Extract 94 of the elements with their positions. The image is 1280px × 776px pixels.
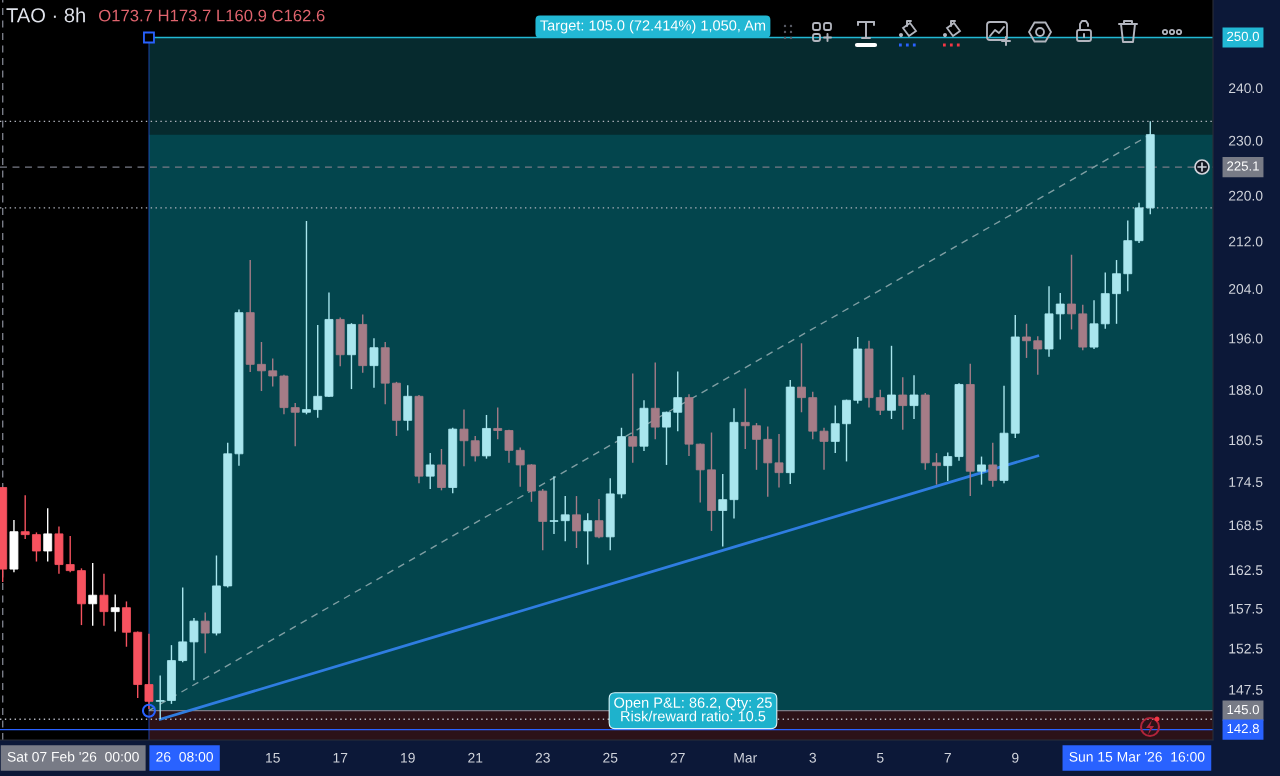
candlestick: [178, 586, 188, 663]
x-tick-label: 9: [1012, 752, 1019, 763]
candlestick: [65, 535, 75, 573]
candlestick: [797, 342, 806, 413]
x-tick-label: 7: [944, 753, 951, 763]
candlestick: [740, 387, 750, 450]
candlestick: [493, 406, 503, 441]
candlestick: [662, 410, 671, 466]
candlestick: [515, 446, 525, 488]
y-tick-label: 188.0: [1229, 385, 1263, 395]
candlestick: [572, 495, 581, 549]
candlestick: [909, 374, 919, 420]
candlestick: [583, 512, 593, 566]
y-tick-label: 147.5: [1229, 685, 1263, 695]
candlestick: [425, 452, 435, 490]
x-tick-label: 25: [603, 752, 618, 763]
ref-line-label: 142.8: [1227, 723, 1259, 734]
x-tick-label: 21: [468, 752, 483, 763]
candlestick: [268, 357, 278, 388]
candlestick: [1055, 292, 1065, 341]
ref-line-label: 145.0: [1227, 704, 1259, 715]
candlestick: [200, 611, 210, 654]
ref-line-label: 250.0: [1227, 31, 1259, 42]
candlestick: [752, 422, 761, 471]
candlestick: [977, 455, 986, 486]
y-tick-label: 240.0: [1228, 83, 1263, 94]
candlestick: [1112, 259, 1121, 325]
candlestick: [932, 452, 941, 486]
x-tick-label: Mar: [734, 753, 757, 763]
candlestick: [43, 507, 53, 563]
candlestick: [763, 425, 773, 498]
candlestick: [875, 389, 885, 416]
annotation: Open P&L: 86.2, Qty: 25 Risk/reward ratio: 10.5: [614, 697, 772, 722]
chart-title: TAO · 8h: [6, 7, 85, 23]
x-tick-label: 3: [809, 752, 816, 763]
candlestick: [842, 398, 851, 463]
candlestick: [673, 370, 683, 432]
candlestick: [819, 427, 829, 471]
candlestick: [470, 435, 480, 463]
y-tick-label: 180.5: [1229, 435, 1263, 446]
y-tick-label: 204.0: [1228, 284, 1263, 294]
candlestick: [898, 376, 908, 431]
candlestick: [155, 674, 165, 720]
candlestick: [144, 633, 154, 710]
candlestick: [718, 473, 728, 548]
candlestick: [887, 345, 896, 420]
candlestick: [32, 531, 41, 563]
y-tick-label: 174.5: [1229, 477, 1263, 487]
candlestick: [20, 494, 30, 540]
x-tick-label: 5: [876, 753, 884, 763]
candlestick: [628, 372, 638, 464]
y-tick-label: 168.5: [1229, 520, 1263, 531]
x-tick-label: 17: [333, 753, 348, 763]
ref-line-label: Sat 07 Feb '26 00:00: [7, 751, 139, 762]
x-tick-label: 23: [535, 752, 550, 763]
x-tick-label: 15: [266, 753, 280, 763]
candlestick: [1022, 323, 1031, 359]
ref-line-label: 225.1: [1227, 161, 1259, 171]
candlestick: [437, 448, 446, 492]
candlestick: [459, 408, 469, 468]
ref-line-label: 26 08:00: [156, 751, 213, 762]
candlestick: [110, 593, 120, 633]
y-tick-label: 157.5: [1229, 603, 1263, 614]
candlestick: [650, 361, 660, 441]
candlestick: [257, 341, 266, 392]
candlestick: [1089, 299, 1099, 350]
candlestick: [943, 451, 953, 482]
candlestick: [988, 442, 998, 488]
y-tick-label: 230.0: [1228, 135, 1263, 146]
candlestick: [1033, 335, 1043, 376]
candlestick: [99, 572, 109, 627]
y-tick-label: 196.0: [1229, 333, 1263, 344]
y-tick-label: 220.0: [1228, 190, 1263, 201]
chart-subtitle: O173.7 H173.7 L160.9 C162.6: [99, 9, 325, 22]
x-tick-label: 27: [670, 752, 685, 763]
candlestick: [290, 402, 300, 447]
candlestick: [549, 475, 559, 535]
candlestick: [369, 337, 379, 389]
candlestick: [504, 429, 514, 464]
x-tick-label: 19: [401, 752, 415, 763]
candlestick: [1067, 254, 1076, 331]
y-tick-label: 152.5: [1229, 643, 1263, 654]
candlestick: [774, 433, 784, 489]
candlestick: [560, 495, 570, 542]
candlestick: [594, 498, 604, 540]
candlestick: [189, 617, 199, 682]
candlestick: [302, 220, 311, 415]
candlestick: [830, 404, 840, 454]
text: Sun 15 Mar '26 16:00: [1069, 751, 1205, 762]
candlestick: [313, 324, 323, 419]
candlestick: [88, 562, 98, 627]
annotation: Target: 105.0 (72.414%) 1,050, Am: [540, 19, 766, 34]
y-tick-label: 212.0: [1228, 236, 1263, 247]
y-tick-label: 162.5: [1229, 565, 1263, 576]
